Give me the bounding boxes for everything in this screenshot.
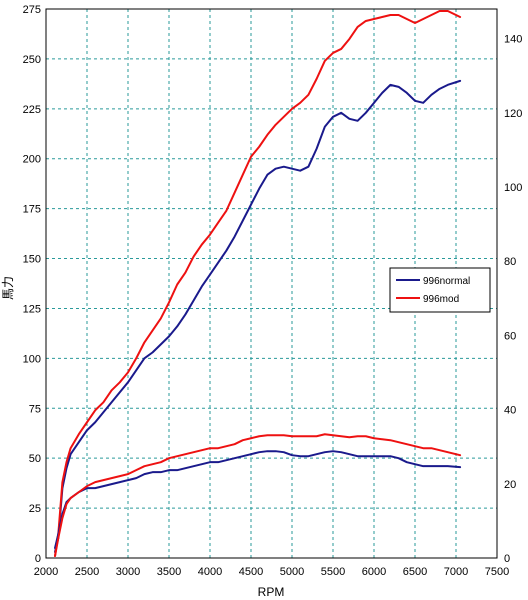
y-right-tick-label: 40	[504, 405, 516, 417]
series-line-996normal	[54, 450, 462, 550]
y-right-tick-label: 20	[504, 479, 516, 491]
y-right-axis-ticks: 0 20 40 60 80 100 120 140	[504, 34, 522, 565]
x-tick-label: 3500	[157, 566, 181, 578]
x-tick-label: 5500	[321, 566, 345, 578]
y-left-tick-label: 0	[35, 553, 41, 565]
y-right-tick-label: 120	[504, 108, 522, 120]
y-right-tick-label: 100	[504, 182, 522, 194]
y-left-tick-label: 75	[29, 403, 41, 415]
plot-area-frame	[45, 8, 498, 559]
x-tick-label: 3000	[116, 566, 140, 578]
x-tick-label: 7500	[485, 566, 509, 578]
series-lines	[54, 10, 462, 557]
y-right-tick-label: 80	[504, 256, 516, 268]
series-line-996mod	[54, 10, 462, 557]
y-axis-label: 馬力	[1, 276, 15, 300]
y-right-tick-label: 60	[504, 330, 516, 342]
x-tick-label: 2000	[34, 566, 58, 578]
y-right-tick-label: 0	[504, 553, 510, 565]
y-left-tick-label: 100	[23, 353, 41, 365]
x-tick-label: 2500	[75, 566, 99, 578]
legend: 996normal 996mod	[389, 267, 491, 313]
x-axis-label: RPM	[258, 585, 285, 599]
x-tick-label: 4000	[198, 566, 222, 578]
y-left-tick-label: 175	[23, 204, 41, 216]
y-left-tick-label: 50	[29, 453, 41, 465]
x-tick-label: 5000	[280, 566, 304, 578]
y-left-tick-label: 200	[23, 154, 41, 166]
y-left-tick-label: 25	[29, 503, 41, 515]
y-left-tick-label: 250	[23, 54, 41, 66]
x-axis-ticks: 2000 2500 3000 3500 4000 4500 5000 5500 6000 6500…	[34, 566, 509, 578]
x-tick-label: 6500	[403, 566, 427, 578]
series-line-996normal	[54, 79, 462, 554]
series-line-996mod	[54, 433, 462, 557]
legend-label-996normal: 996normal	[423, 276, 470, 287]
y-left-tick-label: 275	[23, 4, 41, 16]
y-left-axis-ticks: 0 25 50 75 100 125 150 175 200 225 250 275	[23, 4, 41, 565]
y-left-tick-label: 125	[23, 303, 41, 315]
y-left-tick-label: 150	[23, 254, 41, 266]
x-tick-label: 6000	[362, 566, 386, 578]
x-tick-label: 4500	[239, 566, 263, 578]
y-left-tick-label: 225	[23, 104, 41, 116]
legend-box	[389, 267, 491, 313]
x-tick-label: 7000	[444, 566, 468, 578]
legend-label-996mod: 996mod	[423, 294, 459, 305]
y-right-tick-label: 140	[504, 34, 522, 46]
